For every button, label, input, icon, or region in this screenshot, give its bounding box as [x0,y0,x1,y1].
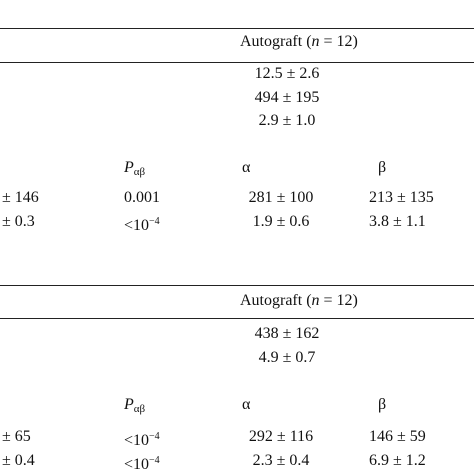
p-exponent: −4 [149,216,160,227]
p-value-cell: <10−4 [124,452,160,474]
p-value-cell: 0.001 [124,189,160,207]
alpha-cell: 1.9 ± 0.6 [252,213,310,230]
row-first-cell: ± 65 [2,428,31,445]
rule-line [0,318,474,319]
header-rest: = 12) [319,33,358,50]
rule-line [0,28,474,29]
p-symbol: P [124,396,134,413]
beta-header: β [378,396,387,413]
alpha-cell: 281 ± 100 [248,189,314,206]
p-exponent: −4 [149,455,160,466]
header-n: n [311,33,320,50]
beta-header: β [378,159,387,176]
header-label: Autograft ( [240,292,312,309]
header-label: Autograft ( [240,33,312,50]
row-first-cell: ± 0.4 [2,452,35,469]
alpha-cell: 2.3 ± 0.4 [252,452,310,469]
p-subscript: αβ [133,166,146,178]
value-cell: 4.9 ± 0.7 [258,348,316,366]
alpha-header: α [242,159,251,176]
beta-cell: 213 ± 135 [369,189,434,206]
p-base: <10 [124,456,150,473]
p-symbol: P [124,159,134,176]
beta-cell: 146 ± 59 [369,428,426,445]
row-first-cell: ± 0.3 [2,213,35,230]
p-header: Pαβ [124,396,145,418]
p-value: 0.001 [124,189,160,206]
p-value-cell: <10−4 [124,213,160,235]
beta-cell: 6.9 ± 1.2 [369,452,426,469]
value-cell: 494 ± 195 [254,88,320,106]
p-subscript: αβ [133,403,146,415]
rule-line [0,62,474,63]
row-first-cell: ± 146 [2,189,39,206]
p-value-cell: <10−4 [124,428,160,450]
column-header: Autograft (n = 12) [240,33,358,51]
rule-line [0,285,474,286]
p-base: <10 [124,432,150,449]
value-cell: 12.5 ± 2.6 [254,65,320,82]
beta-cell: 3.8 ± 1.1 [369,213,426,230]
alpha-cell: 292 ± 116 [248,428,314,445]
p-exponent: −4 [149,431,160,442]
value-cell: 2.9 ± 1.0 [258,112,316,129]
alpha-header: α [242,396,251,413]
p-header: Pαβ [124,159,145,181]
column-header: Autograft (n = 12) [240,292,358,310]
p-base: <10 [124,217,150,234]
header-n: n [311,292,320,309]
value-cell: 438 ± 162 [254,325,320,342]
header-rest: = 12) [319,292,358,309]
